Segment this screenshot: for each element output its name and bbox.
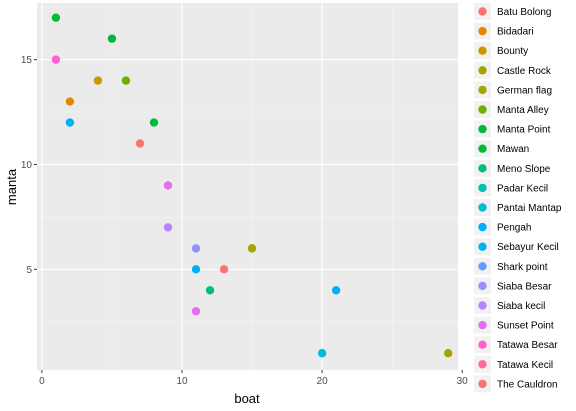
data-point: [443, 349, 453, 358]
major-gridlines: [37, 3, 463, 370]
data-point: [51, 55, 61, 64]
y-axis-ticks: 5 10 15: [21, 55, 37, 276]
legend-label: Batu Bolong: [497, 7, 552, 18]
data-point: [163, 181, 173, 190]
data-point: [135, 139, 145, 148]
legend-label: Tatawa Besar: [497, 340, 558, 351]
legend-label: Tatawa Kecil: [497, 360, 553, 371]
legend-marker: [478, 85, 487, 95]
legend-marker: [478, 320, 487, 330]
legend-label: Bounty: [497, 46, 528, 57]
legend-label: Shark point: [497, 262, 548, 273]
legend-marker: [478, 203, 487, 212]
x-tick-label: 10: [176, 376, 188, 387]
data-point: [121, 76, 131, 85]
legend-marker: [478, 124, 487, 134]
data-point: [163, 223, 173, 232]
legend-label: Siaba Besar: [497, 281, 552, 292]
x-axis-ticks: 0 10 20 30: [39, 370, 468, 387]
panel-background: [37, 3, 458, 370]
legend-marker: [478, 281, 487, 291]
x-tick-label: 0: [39, 376, 45, 387]
legend-label: Manta Alley: [497, 105, 549, 116]
legend-marker: [478, 340, 487, 349]
legend-label: Padar Kecil: [497, 183, 548, 194]
data-point: [107, 34, 117, 43]
minor-gridlines: [37, 3, 458, 370]
legend-marker: [478, 222, 487, 232]
data-point: [65, 118, 75, 127]
data-point: [191, 265, 201, 274]
data-point: [149, 118, 159, 127]
y-tick-label: 10: [21, 160, 33, 171]
legend-label: Sebayur Kecil: [497, 242, 559, 253]
data-point: [205, 286, 215, 295]
legend-label: Sunset Point: [497, 321, 554, 332]
legend-label: Siaba kecil: [497, 301, 545, 312]
legend-marker: [478, 164, 487, 173]
data-point: [65, 97, 75, 106]
legend-marker: [478, 242, 487, 251]
y-tick-label: 15: [21, 55, 33, 66]
data-point: [191, 307, 201, 316]
data-point: [93, 76, 103, 85]
x-tick-label: 20: [317, 376, 329, 387]
y-tick-label: 5: [26, 265, 32, 276]
legend-marker: [478, 379, 487, 389]
legend-label: The Cauldron: [497, 379, 558, 390]
data-point: [317, 349, 327, 358]
legend-label: Pantai Mantap: [497, 203, 562, 214]
legend-label: Castle Rock: [497, 66, 552, 77]
legend-label: Meno Slope: [497, 164, 551, 175]
data-point: [331, 286, 341, 295]
legend: Batu Bolong Bidadari Bounty Castle Rock Germ…: [474, 3, 562, 393]
legend-marker: [478, 66, 487, 75]
legend-marker: [478, 105, 487, 114]
data-points: [51, 13, 453, 358]
legend-label: Manta Point: [497, 125, 551, 136]
legend-marker: [478, 301, 487, 310]
data-point: [247, 244, 257, 253]
legend-marker: [478, 46, 487, 55]
y-axis-title: manta: [4, 168, 19, 205]
legend-marker: [478, 360, 487, 369]
x-tick-label: 30: [457, 376, 469, 387]
legend-label: Bidadari: [497, 27, 534, 38]
data-point: [219, 265, 229, 274]
legend-marker: [478, 26, 487, 36]
x-axis-title: boat: [234, 391, 260, 406]
legend-label: Pengah: [497, 223, 531, 234]
legend-label: Mawan: [497, 144, 529, 155]
legend-marker: [478, 144, 487, 153]
legend-marker: [478, 262, 487, 271]
data-point: [191, 244, 201, 253]
legend-marker: [478, 7, 487, 16]
legend-label: German flag: [497, 85, 552, 96]
legend-marker: [478, 183, 487, 193]
data-point: [51, 13, 61, 22]
